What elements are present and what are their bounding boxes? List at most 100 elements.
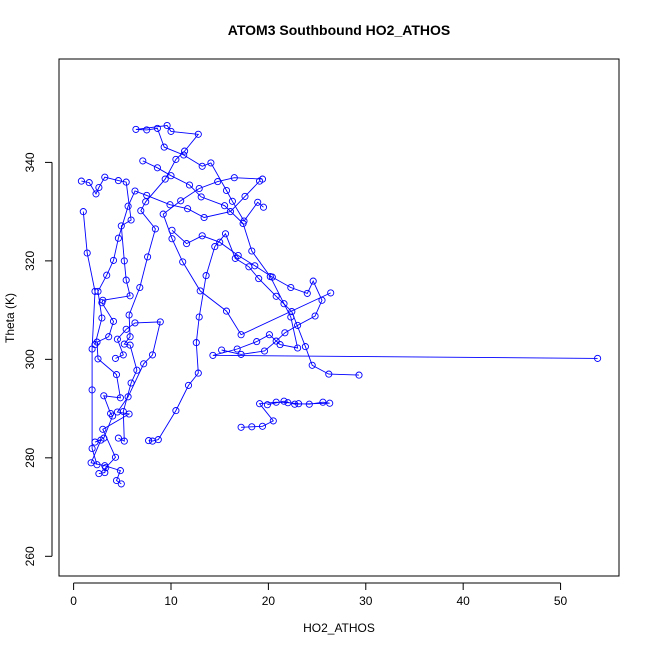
data-point (122, 178, 130, 186)
data-point (109, 412, 117, 420)
data-point (144, 253, 152, 261)
data-point (195, 184, 203, 193)
data-point (126, 333, 134, 341)
data-point (112, 371, 121, 379)
x-tick-label: 20 (262, 594, 276, 608)
data-point (248, 247, 256, 255)
data-point (109, 317, 118, 325)
x-tick-label: 50 (554, 594, 568, 608)
data-point (117, 480, 125, 488)
x-tick-label: 40 (456, 594, 470, 608)
data-point (196, 287, 204, 295)
data-point (126, 292, 134, 300)
data-point (221, 230, 230, 238)
data-point (88, 444, 96, 453)
data-point (260, 347, 269, 355)
data-point (214, 178, 222, 186)
data-point (184, 381, 193, 389)
chart-title: ATOM3 Southbound HO2_ATHOS (228, 22, 450, 38)
data-point (222, 307, 231, 315)
data-point (181, 147, 189, 155)
data-point (122, 276, 130, 284)
data-point (119, 351, 127, 359)
data-point (79, 208, 87, 216)
data-point (112, 476, 121, 485)
data-point (93, 338, 101, 346)
data-point (109, 256, 118, 264)
data-point (221, 202, 229, 210)
data-point (116, 467, 124, 475)
data-point (180, 151, 188, 159)
data-point (265, 331, 273, 339)
data-point (197, 193, 205, 201)
data-point (83, 249, 91, 257)
data-point (192, 339, 200, 347)
data-point (237, 350, 245, 358)
plot-area (58, 58, 620, 577)
data-point (259, 203, 268, 211)
x-axis: 0 10 20 30 40 50 (70, 582, 568, 608)
data-point (251, 262, 259, 270)
data-point (237, 423, 245, 431)
data-point (237, 331, 245, 339)
data-point (101, 173, 109, 181)
data-point (91, 341, 99, 349)
data-point (200, 213, 208, 222)
data-point (161, 175, 169, 183)
data-point (184, 205, 192, 213)
data-point (148, 351, 157, 359)
data-point (167, 127, 175, 135)
data-point (167, 172, 175, 180)
data-point (355, 371, 363, 379)
data-point (94, 287, 102, 295)
data-point (263, 401, 271, 409)
data-point (326, 399, 334, 407)
data-point (132, 125, 140, 133)
x-axis-label: HO2_ATHOS (303, 621, 375, 635)
data-point (77, 177, 85, 185)
series-line-segment (162, 177, 331, 336)
data-point (160, 143, 168, 151)
data-point (294, 321, 302, 329)
data-point (114, 177, 122, 185)
y-tick-label: 300 (23, 349, 37, 369)
data-point (291, 400, 299, 408)
data-point (269, 417, 277, 425)
data-point (211, 243, 219, 251)
data-point (281, 329, 289, 337)
data-point (172, 407, 180, 415)
data-point (131, 319, 139, 327)
data-point (116, 394, 124, 402)
data-point (258, 422, 267, 430)
y-tick-label: 320 (23, 251, 37, 271)
data-point (119, 407, 127, 416)
plot-border (58, 58, 620, 577)
data-point (103, 271, 111, 279)
data-point (325, 370, 333, 378)
data-point (133, 366, 141, 374)
data-point (177, 197, 185, 205)
data-point (222, 186, 231, 195)
data-point (207, 159, 215, 167)
data-point (253, 338, 261, 346)
data-point (254, 198, 262, 206)
data-point (168, 235, 176, 243)
data-point (183, 240, 191, 248)
data-point (153, 164, 161, 172)
data-point (120, 257, 128, 265)
data-point (168, 226, 176, 234)
data-point (140, 360, 148, 368)
data-point (272, 337, 280, 345)
series-line-segment (82, 211, 98, 465)
y-tick-label: 260 (23, 546, 37, 566)
data-point (195, 313, 203, 321)
data-point (131, 187, 139, 195)
data-point (139, 157, 147, 165)
data-point (153, 124, 161, 132)
data-point (151, 225, 159, 233)
data-point (301, 343, 309, 351)
data-point (309, 277, 317, 285)
data-point (202, 272, 210, 280)
data-point (124, 202, 132, 210)
data-point (125, 410, 133, 418)
